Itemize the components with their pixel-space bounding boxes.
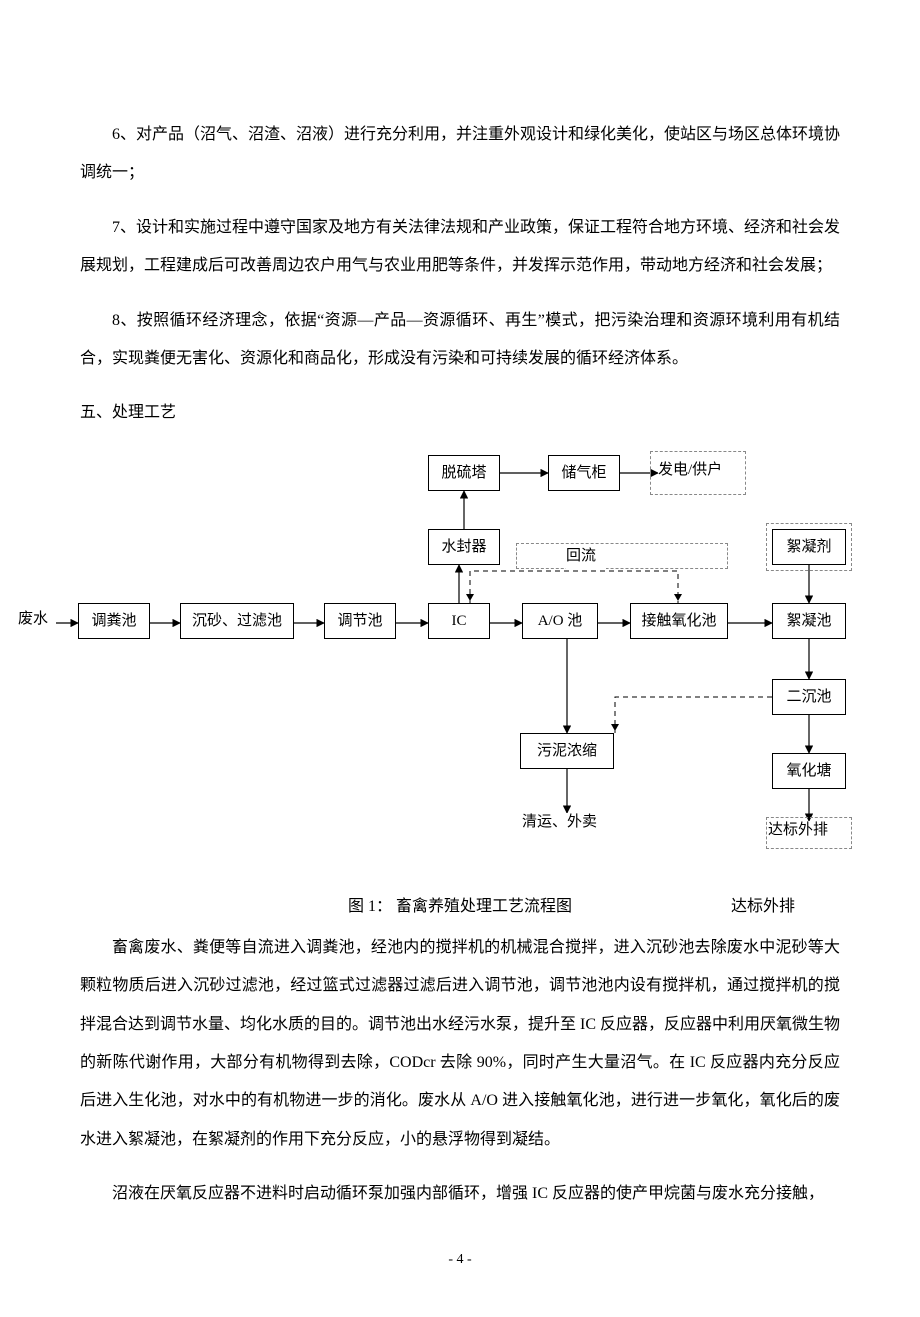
flow-node-erchen: 二沉池 xyxy=(772,679,846,715)
flow-node-shuifeng: 水封器 xyxy=(428,529,500,565)
flow-node-yanghuatang: 氧化塘 xyxy=(772,753,846,789)
flow-node-chenshaguolv: 沉砂、过滤池 xyxy=(180,603,294,639)
dashed-zone xyxy=(516,543,728,569)
flow-node-huiliu: 回流 xyxy=(566,547,606,569)
body-paragraph-1: 畜禽废水、粪便等自流进入调粪池，经池内的搅拌机的机械混合搅拌，进入沉砂池去除废水… xyxy=(80,929,840,1159)
flow-node-xuning: 絮凝池 xyxy=(772,603,846,639)
body-paragraph-2: 沼液在厌氧反应器不进料时启动循环泵加强内部循环，增强 IC 反应器的使产甲烷菌与… xyxy=(80,1175,840,1213)
figure-caption-row: 图 1： 畜禽养殖处理工艺流程图 达标外排 xyxy=(80,891,840,923)
flowchart-figure: 废水调粪池沉砂、过滤池调节池 IC A/O 池接触氧化池 絮凝池 水封器 脱硫塔 储气柜 发电… xyxy=(18,443,893,883)
flow-node-wuninongsuo: 污泥浓缩 xyxy=(520,733,614,769)
flow-node-fadian: 发电/供户 xyxy=(658,461,738,485)
flow-node-chuqi: 储气柜 xyxy=(548,455,620,491)
flow-node-tiaojie: 调节池 xyxy=(324,603,396,639)
paragraph-7: 7、设计和实施过程中遵守国家及地方有关法律法规和产业政策，保证工程符合地方环境、… xyxy=(80,209,840,286)
flowchart-canvas: 废水调粪池沉砂、过滤池调节池 IC A/O 池接触氧化池 絮凝池 水封器 脱硫塔 储气柜 发电… xyxy=(18,443,893,883)
figure-caption-extra: 达标外排 xyxy=(731,891,795,923)
page-number: - 4 - xyxy=(80,1243,840,1277)
flow-node-tuoliu: 脱硫塔 xyxy=(428,455,500,491)
flow-node-jiechu: 接触氧化池 xyxy=(630,603,728,639)
flow-node-qingyun: 清运、外卖 xyxy=(522,813,612,837)
figure-caption: 图 1： 畜禽养殖处理工艺流程图 xyxy=(348,898,572,915)
flow-node-xuningji: 絮凝剂 xyxy=(772,529,846,565)
flow-node-ic: IC xyxy=(428,603,490,639)
page: 6、对产品（沼气、沼渣、沼液）进行充分利用，并注重外观设计和绿化美化，使站区与场… xyxy=(0,0,920,1317)
flow-node-dabiao: 达标外排 xyxy=(768,821,850,845)
flow-node-tiaofen: 调粪池 xyxy=(78,603,150,639)
flow-node-wastewater: 废水 xyxy=(18,610,56,636)
paragraph-8: 8、按照循环经济理念，依据“资源—产品—资源循环、再生”模式，把污染治理和资源环… xyxy=(80,302,840,379)
section-heading: 五、处理工艺 xyxy=(80,394,840,432)
flow-node-ao: A/O 池 xyxy=(522,603,598,639)
flowchart-arrows xyxy=(18,443,893,883)
paragraph-6: 6、对产品（沼气、沼渣、沼液）进行充分利用，并注重外观设计和绿化美化，使站区与场… xyxy=(80,116,840,193)
